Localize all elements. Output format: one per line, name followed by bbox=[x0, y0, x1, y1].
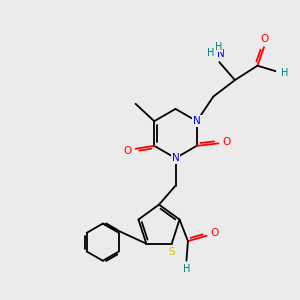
Text: H: H bbox=[183, 264, 191, 274]
Text: O: O bbox=[260, 34, 268, 44]
Text: O: O bbox=[123, 146, 132, 156]
Text: S: S bbox=[169, 247, 175, 257]
Text: H: H bbox=[215, 41, 222, 52]
Text: N: N bbox=[217, 49, 225, 59]
Text: O: O bbox=[211, 228, 219, 238]
Text: H: H bbox=[207, 47, 214, 58]
Text: H: H bbox=[281, 68, 288, 78]
Text: N: N bbox=[193, 116, 201, 126]
Text: N: N bbox=[172, 153, 179, 163]
Text: O: O bbox=[223, 137, 231, 147]
